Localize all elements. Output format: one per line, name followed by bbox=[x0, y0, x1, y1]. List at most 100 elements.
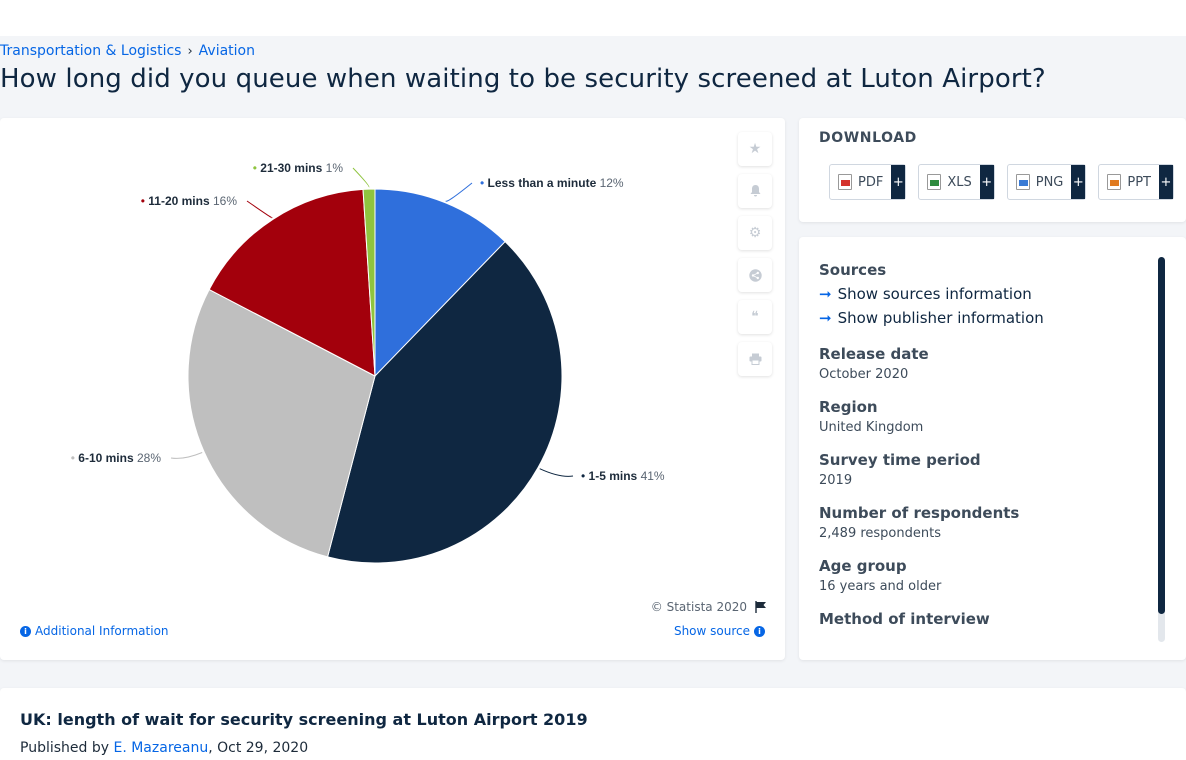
breadcrumb-aviation[interactable]: Aviation bbox=[198, 43, 255, 59]
flag-icon[interactable] bbox=[755, 601, 767, 613]
age-group-value: 16 years and older bbox=[819, 579, 942, 594]
statistic-summary-card: UK: length of wait for security screenin… bbox=[0, 688, 1186, 760]
ppt-file-icon bbox=[1107, 174, 1122, 190]
region-value: United Kingdom bbox=[819, 420, 924, 435]
pie-connector bbox=[170, 452, 203, 459]
pie-label: • 11-20 mins 16% bbox=[141, 194, 238, 208]
download-xls-button[interactable]: XLS + bbox=[918, 164, 995, 200]
download-ppt-button[interactable]: PPT + bbox=[1098, 164, 1174, 200]
published-prefix: Published by bbox=[20, 740, 110, 756]
pie-slice-1-5-mins[interactable] bbox=[326, 240, 563, 564]
release-date-value: October 2020 bbox=[819, 367, 909, 382]
pie-label-value: 41% bbox=[637, 469, 665, 483]
page-title: How long did you queue when waiting to b… bbox=[0, 64, 1046, 94]
release-date-label: Release date bbox=[819, 345, 929, 363]
pie-label-name: 21-30 mins bbox=[260, 161, 322, 175]
pie-label-name: 11-20 mins bbox=[148, 194, 210, 208]
breadcrumb-transportation[interactable]: Transportation & Logistics bbox=[0, 43, 182, 59]
pie-label-bullet: • bbox=[581, 469, 589, 483]
download-title: DOWNLOAD bbox=[819, 130, 917, 146]
statistic-details: Sources ➞ Show sources information ➞ Show … bbox=[819, 261, 1149, 628]
pie-label-bullet: • bbox=[71, 451, 79, 465]
respondents-value: 2,489 respondents bbox=[819, 526, 941, 541]
show-publisher-label: Show publisher information bbox=[837, 309, 1044, 327]
pie-slice-21-30-mins[interactable] bbox=[362, 188, 376, 377]
share-icon[interactable] bbox=[738, 258, 772, 292]
top-bar bbox=[0, 0, 1186, 36]
method-label: Method of interview bbox=[819, 610, 990, 628]
plus-icon[interactable]: + bbox=[1071, 165, 1086, 199]
cite-quote-icon[interactable]: ❝ bbox=[738, 300, 772, 334]
author-link[interactable]: E. Mazareanu bbox=[113, 740, 209, 756]
respondents-label: Number of respondents bbox=[819, 504, 1020, 522]
breadcrumb: Transportation & Logistics › Aviation bbox=[0, 43, 255, 59]
arrow-right-icon: ➞ bbox=[819, 309, 832, 327]
pie-slice-6-10-mins[interactable] bbox=[187, 288, 376, 558]
pie-label: • Less than a minute 12% bbox=[480, 176, 624, 190]
download-xls-label: XLS bbox=[947, 174, 972, 190]
pie-label-value: 16% bbox=[210, 194, 238, 208]
pie-label-bullet: • bbox=[480, 176, 488, 190]
pie-connector bbox=[539, 468, 574, 477]
show-sources-label: Show sources information bbox=[837, 285, 1032, 303]
arrow-right-icon: ➞ bbox=[819, 285, 832, 303]
pie-chart: • Less than a minute 12%• 1-5 mins 41%• … bbox=[71, 161, 665, 564]
show-sources-link[interactable]: ➞ Show sources information bbox=[819, 285, 1149, 303]
breadcrumb-separator-icon: › bbox=[187, 43, 193, 59]
download-buttons: PDF + XLS + PNG + PPT + bbox=[829, 164, 1174, 200]
info-icon: i bbox=[20, 625, 31, 637]
pie-connector bbox=[352, 167, 370, 188]
pie-label: • 1-5 mins 41% bbox=[581, 469, 665, 483]
pdf-file-icon bbox=[838, 174, 852, 190]
statistic-title: UK: length of wait for security screenin… bbox=[20, 710, 588, 729]
favorite-star-icon[interactable]: ★ bbox=[738, 132, 772, 166]
pie-label-name: 6-10 mins bbox=[78, 451, 134, 465]
sources-label: Sources bbox=[819, 261, 887, 279]
published-date: , Oct 29, 2020 bbox=[208, 740, 309, 756]
show-publisher-link[interactable]: ➞ Show publisher information bbox=[819, 309, 1149, 327]
pie-label-bullet: • bbox=[253, 161, 261, 175]
pie-connector bbox=[246, 200, 273, 219]
plus-icon[interactable]: + bbox=[1159, 165, 1173, 199]
download-png-button[interactable]: PNG + bbox=[1006, 164, 1087, 200]
pie-slice-less-than-a-minute[interactable] bbox=[374, 188, 506, 378]
pie-label-bullet: • bbox=[141, 194, 149, 208]
chart-copyright: © Statista 2020 bbox=[651, 600, 767, 614]
pie-slice-11-20-mins[interactable] bbox=[208, 188, 376, 377]
survey-period-label: Survey time period bbox=[819, 451, 981, 469]
download-pdf-button[interactable]: PDF + bbox=[829, 164, 907, 200]
plus-icon[interactable]: + bbox=[979, 165, 994, 199]
chart-tools: ★ ⚙ ❝ bbox=[738, 132, 772, 384]
pie-label: • 6-10 mins 28% bbox=[71, 451, 162, 465]
scrollbar-thumb[interactable] bbox=[1158, 257, 1165, 614]
pie-label-name: 1-5 mins bbox=[589, 469, 638, 483]
png-file-icon bbox=[1015, 174, 1030, 190]
notification-bell-icon[interactable] bbox=[738, 174, 772, 208]
pie-label: • 21-30 mins 1% bbox=[253, 161, 344, 175]
pie-label-value: 12% bbox=[596, 176, 624, 190]
xls-file-icon bbox=[927, 174, 942, 190]
pie-label-value: 28% bbox=[134, 451, 162, 465]
download-png-label: PNG bbox=[1035, 174, 1064, 190]
additional-information-label: Additional Information bbox=[35, 624, 169, 638]
settings-gear-icon[interactable]: ⚙ bbox=[738, 216, 772, 250]
region-label: Region bbox=[819, 398, 878, 416]
show-source-link[interactable]: Show source i bbox=[674, 624, 765, 638]
download-pdf-label: PDF bbox=[858, 174, 884, 190]
print-icon[interactable] bbox=[738, 342, 772, 376]
plus-icon[interactable]: + bbox=[891, 165, 906, 199]
additional-information-link[interactable]: i Additional Information bbox=[20, 624, 169, 638]
pie-label-value: 1% bbox=[322, 161, 343, 175]
details-card: Sources ➞ Show sources information ➞ Show … bbox=[799, 237, 1186, 660]
copyright-text: © Statista 2020 bbox=[650, 600, 747, 614]
published-by: Published by E. Mazareanu, Oct 29, 2020 bbox=[20, 740, 308, 756]
info-icon: i bbox=[754, 625, 765, 637]
pie-connector bbox=[445, 182, 473, 202]
age-group-label: Age group bbox=[819, 557, 907, 575]
download-card: DOWNLOAD PDF + XLS + PNG + PPT + bbox=[799, 118, 1186, 222]
download-ppt-label: PPT bbox=[1127, 174, 1151, 190]
survey-period-value: 2019 bbox=[819, 473, 853, 488]
chart-card: • Less than a minute 12% • 1-5 mins 41% • … bbox=[0, 118, 785, 660]
show-source-label: Show source bbox=[673, 624, 750, 638]
details-scrollbar[interactable] bbox=[1158, 257, 1165, 642]
